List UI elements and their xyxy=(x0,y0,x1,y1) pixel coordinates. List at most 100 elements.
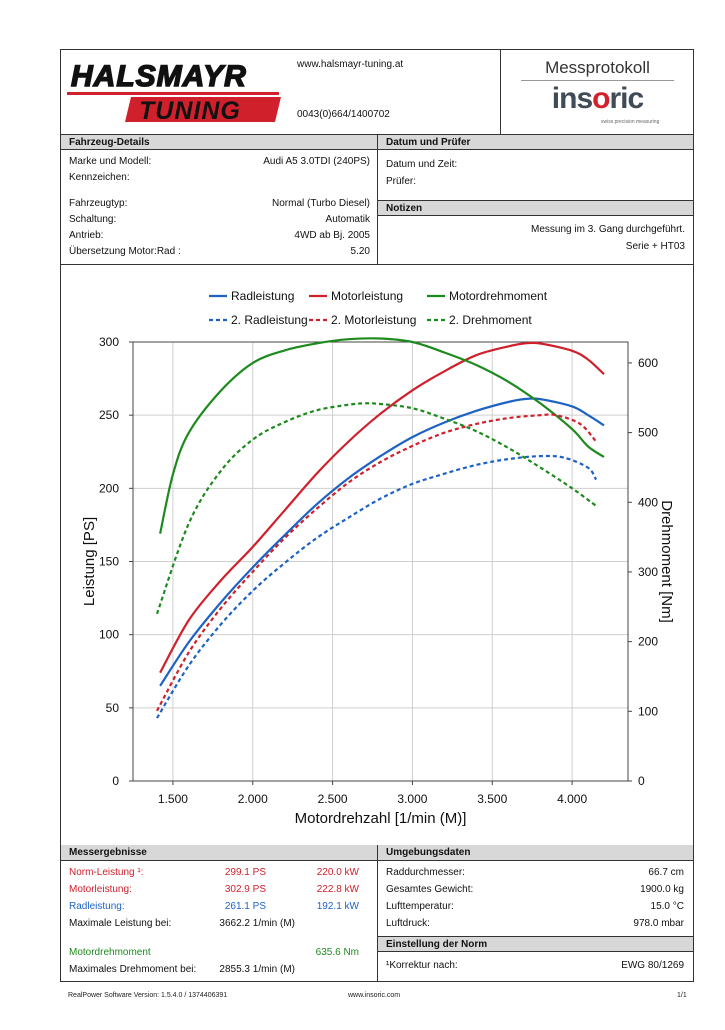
max-power-rpm: 3662.2 1/min (M) xyxy=(219,918,295,929)
results-section-title: Messergebnisse xyxy=(61,845,378,861)
max-torque-label: Maximales Drehmoment bei: xyxy=(69,964,197,975)
env-value: 1900.0 kg xyxy=(640,884,684,895)
series-line-2-drehmoment xyxy=(155,402,597,615)
norm-value: EWG 80/1269 xyxy=(621,960,684,971)
y-tick-label: 300 xyxy=(99,335,119,349)
insoric-tagline: swiss precision measuring xyxy=(601,119,660,125)
insoric-logo: insoric xyxy=(551,82,644,115)
y2-axis-label: Drehmoment [Nm] xyxy=(658,500,675,623)
vehicle-value: Automatik xyxy=(325,214,370,225)
x-tick-label: 3.000 xyxy=(397,792,427,806)
torque-label: Motordrehmoment xyxy=(69,947,151,958)
environment-section: Umgebungsdaten Raddurchmesser: 66.7 cm G… xyxy=(378,845,693,982)
x-tick-label: 2.000 xyxy=(238,792,268,806)
date-notes-section: Datum und Prüfer Datum und Zeit: Prüfer:… xyxy=(378,134,693,265)
legend-label: 2. Drehmoment xyxy=(449,313,532,327)
env-label: Luftdruck: xyxy=(386,918,430,929)
x-axis-label: Motordrehzahl [1/min (M)] xyxy=(295,810,467,827)
date-label: Datum und Zeit: xyxy=(386,159,458,170)
y-tick-label: 250 xyxy=(99,408,119,422)
date-section-title: Datum und Prüfer xyxy=(378,134,693,150)
x-tick-label: 4.000 xyxy=(557,792,587,806)
env-value: 978.0 mbar xyxy=(633,918,684,929)
norm-section-title: Einstellung der Norm xyxy=(378,936,693,952)
max-power-label: Maximale Leistung bei: xyxy=(69,918,172,929)
y2-tick-label: 500 xyxy=(638,426,658,440)
series-line-2-radleistung xyxy=(156,454,598,719)
torque-value: 635.6 Nm xyxy=(315,947,359,958)
vehicle-label: Fahrzeugtyp: xyxy=(69,198,128,209)
vehicle-section: Fahrzeug-Details Marke und Modell: Audi … xyxy=(61,134,378,265)
x-tick-label: 1.500 xyxy=(158,792,188,806)
vehicle-value: Normal (Turbo Diesel) xyxy=(272,198,370,209)
env-label: Gesamtes Gewicht: xyxy=(386,884,474,895)
insoric-box: Messprotokoll insoric swiss precision me… xyxy=(500,50,694,134)
power-chart: 1.500 2.000 2.500 3.000 3.500 4.000 0 50 100 150 2… xyxy=(81,289,675,827)
env-value: 15.0 °C xyxy=(650,901,684,912)
wheel-power-ps: 261.1 PS xyxy=(224,901,266,912)
y2-tick-label: 0 xyxy=(638,774,645,788)
y-axis-label: Leistung [PS] xyxy=(81,517,98,606)
website-link[interactable]: www.halsmayr-tuning.at xyxy=(297,59,404,70)
wheel-power-kw: 192.1 kW xyxy=(316,901,359,912)
legend-label: 2. Radleistung xyxy=(231,313,308,327)
y-tick-label: 150 xyxy=(99,555,119,569)
norm-power-ps: 299.1 PS xyxy=(224,867,266,878)
tester-label: Prüfer: xyxy=(386,176,417,187)
motor-power-ps: 302.9 PS xyxy=(224,884,266,895)
max-torque-rpm: 2855.3 1/min (M) xyxy=(219,964,295,975)
vehicle-section-title: Fahrzeug-Details xyxy=(61,134,378,150)
legend-label: 2. Motorleistung xyxy=(331,313,416,327)
legend-label: Radleistung xyxy=(231,289,294,303)
env-value: 66.7 cm xyxy=(648,867,684,878)
motor-power-kw: 222.8 kW xyxy=(316,884,359,895)
series-line-motordrehmoment xyxy=(159,337,605,534)
y-tick-label: 200 xyxy=(99,481,119,495)
motor-power-label: Motorleistung: xyxy=(69,884,132,895)
logo-bottom-text: TUNING xyxy=(139,97,241,125)
vehicle-value: Audi A5 3.0TDI (240PS) xyxy=(263,156,370,167)
vehicle-value: 5.20 xyxy=(350,246,370,257)
y-tick-label: 50 xyxy=(106,701,120,715)
halsmayr-logo: HALSMAYR TUNING xyxy=(61,50,293,134)
footer-link[interactable]: www.insoric.com xyxy=(348,992,401,999)
results-section: Messergebnisse Norm-Leistung ¹: 299.1 PS… xyxy=(61,845,378,982)
legend-label: Motorleistung xyxy=(331,289,403,303)
y2-tick-label: 400 xyxy=(638,495,658,509)
series-line-radleistung xyxy=(159,397,605,687)
vehicle-label: Kennzeichen: xyxy=(69,172,130,183)
vehicle-label: Übersetzung Motor:Rad : xyxy=(69,246,181,257)
notes-line: Messung im 3. Gang durchgeführt. xyxy=(531,224,685,235)
series-line-motorleistung xyxy=(159,341,605,674)
protocol-sheet: HALSMAYR TUNING www.halsmayr-tuning.at 0… xyxy=(60,49,694,982)
y2-tick-label: 300 xyxy=(638,565,658,579)
vehicle-value: 4WD ab Bj. 2005 xyxy=(294,230,370,241)
y2-tick-label: 200 xyxy=(638,635,658,649)
series-line-2-motorleistung xyxy=(156,413,597,712)
env-label: Lufttemperatur: xyxy=(386,901,454,912)
norm-power-label: Norm-Leistung ¹: xyxy=(69,867,144,878)
notes-section-title: Notizen xyxy=(378,200,693,216)
norm-label: ¹Korrektur nach: xyxy=(386,960,458,971)
y-tick-label: 0 xyxy=(112,774,119,788)
legend-label: Motordrehmoment xyxy=(449,289,548,303)
env-label: Raddurchmesser: xyxy=(386,867,465,878)
norm-power-kw: 220.0 kW xyxy=(316,867,359,878)
environment-section-title: Umgebungsdaten xyxy=(378,845,693,861)
x-tick-label: 3.500 xyxy=(477,792,507,806)
y-tick-label: 100 xyxy=(99,628,119,642)
vehicle-label: Schaltung: xyxy=(69,214,117,225)
y2-tick-label: 600 xyxy=(638,356,658,370)
page-number: 1/1 xyxy=(677,992,687,999)
logo-top-text: HALSMAYR xyxy=(71,60,247,93)
protocol-title: Messprotokoll xyxy=(545,58,650,77)
vehicle-label: Antrieb: xyxy=(69,230,104,241)
wheel-power-label: Radleistung: xyxy=(69,901,125,912)
x-tick-label: 2.500 xyxy=(318,792,348,806)
page-header: HALSMAYR TUNING www.halsmayr-tuning.at 0… xyxy=(61,50,693,134)
vehicle-label: Marke und Modell: xyxy=(69,156,152,167)
notes-line: Serie + HT03 xyxy=(625,241,685,252)
y2-tick-label: 100 xyxy=(638,704,658,718)
phone-number: 0043(0)664/1400702 xyxy=(297,109,390,120)
software-version: RealPower Software Version: 1.5.4.0 / 13… xyxy=(68,992,228,999)
